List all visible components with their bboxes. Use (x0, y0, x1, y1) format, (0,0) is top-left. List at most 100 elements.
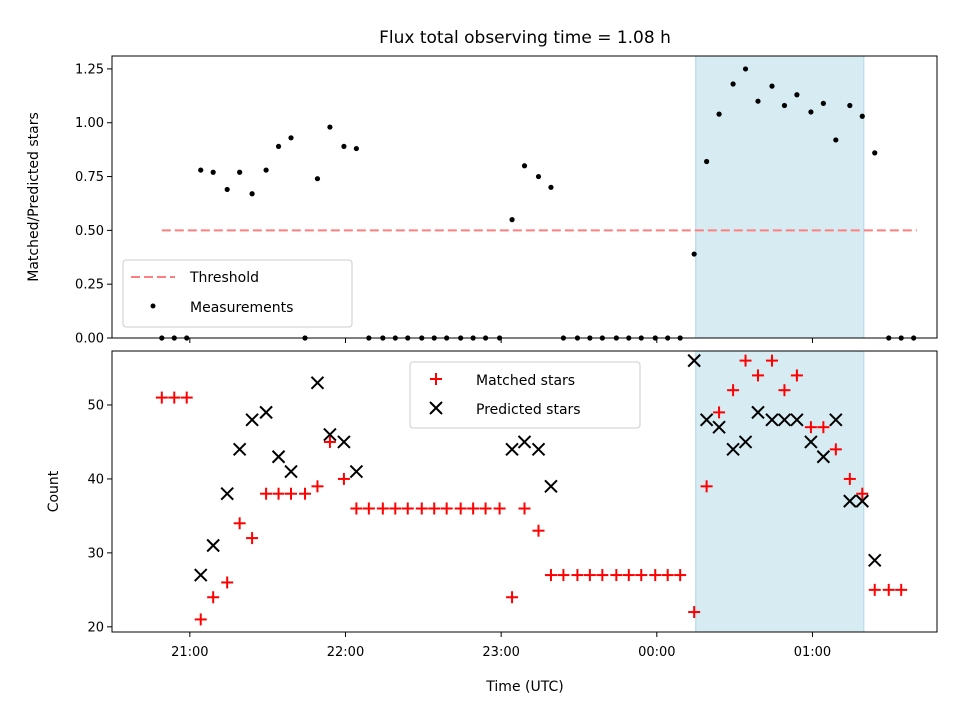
x-tick-label: 21:00 (171, 645, 208, 660)
measurement-point (509, 217, 515, 223)
measurement-point (742, 66, 749, 72)
measurement-point (327, 124, 333, 130)
matched-star-point (221, 576, 234, 589)
measurement-point (716, 111, 722, 117)
measurement-point (341, 143, 347, 150)
predicted-star-point (777, 413, 792, 427)
measurement-point (249, 191, 255, 197)
matched-star-point (557, 569, 570, 582)
predicted-star-point (868, 553, 882, 567)
predicted-star-point (855, 494, 869, 508)
matched-star-point (817, 421, 830, 434)
predicted-star-point (712, 420, 726, 434)
matched-star-point (440, 502, 453, 515)
matched-star-point (622, 569, 635, 582)
matched-star-point (246, 532, 259, 545)
predicted-star-point (349, 464, 364, 479)
predicted-star-point (804, 435, 818, 449)
matched-star-point (804, 421, 817, 434)
matched-star-point (415, 502, 428, 515)
chart-title: Flux total observing time = 1.08 h (379, 28, 671, 48)
top-legend-box (122, 259, 353, 328)
bottom-axes-frame (111, 350, 938, 633)
matched-star-point (285, 487, 298, 500)
x-tick-label: 00:00 (638, 645, 675, 660)
matched-star-point (661, 569, 674, 582)
matched-star-point (635, 569, 648, 582)
matched-star-point (571, 569, 584, 582)
measurement-point (210, 169, 216, 175)
predicted-star-point (310, 376, 325, 390)
matched-star-point (700, 480, 713, 493)
bottom-panel: 20 30 40 50 21:00 22:00 23:00 00:00 01:00 Count… (46, 350, 938, 695)
x-tick-label: 01:00 (794, 645, 831, 660)
legend-predicted-swatch (429, 401, 443, 415)
matched-star-point (766, 354, 778, 367)
predicted-star-point (687, 353, 701, 368)
bottom-legend: Matched stars Predicted stars (409, 361, 641, 429)
measurement-point (314, 176, 321, 182)
matched-star-point (596, 569, 609, 582)
measurement-point (808, 109, 814, 115)
matched-star-point (389, 502, 402, 515)
matched-star-point (583, 569, 596, 582)
predicted-star-point (337, 435, 351, 449)
predicted-star-point (517, 435, 532, 449)
legend-matched-label: Matched stars (476, 373, 575, 389)
predicted-star-point (816, 450, 831, 464)
matched-star-point (610, 569, 623, 582)
bottom-x-ticks: 21:00 22:00 23:00 00:00 01:00 (171, 632, 831, 660)
matched-star-point (493, 502, 506, 515)
top-legend: Threshold Measurements (122, 259, 353, 328)
legend-measurements-swatch (150, 303, 156, 309)
measurement-point (859, 113, 865, 119)
measurement-point (872, 150, 878, 156)
matched-star-point (751, 369, 764, 382)
matched-star-point (337, 472, 350, 485)
x-axis-label: Time (UTC) (485, 679, 563, 695)
measurement-point (224, 186, 230, 193)
predicted-star-point (738, 435, 753, 449)
matched-star-point (376, 502, 389, 515)
matched-star-point (778, 384, 791, 397)
measurement-point (794, 92, 800, 98)
matched-star-point (649, 569, 662, 582)
measurement-point (755, 98, 761, 104)
matched-star-point (207, 591, 220, 604)
top-axes-frame (111, 55, 938, 339)
top-y-tick-label: 1.00 (75, 116, 104, 131)
predicted-star-point (699, 413, 714, 427)
measurement-point (288, 135, 294, 141)
measurement-point (548, 184, 554, 190)
predicted-star-point (505, 442, 519, 457)
top-panel: 0.00 0.25 0.50 0.75 1.00 1.25 Matched/Predict… (26, 55, 938, 347)
measurement-point (275, 143, 282, 150)
matched-star-point (260, 487, 273, 500)
matched-star-point (674, 569, 687, 582)
predicted-star-point (245, 413, 259, 427)
matched-star-point (168, 391, 181, 404)
matched-star-point (233, 517, 246, 530)
matched-star-point (843, 472, 856, 485)
matched-star-point (467, 502, 480, 515)
bottom-y-tick-label: 40 (87, 472, 104, 487)
matched-star-point (479, 502, 492, 515)
top-y-tick-label: 1.25 (75, 62, 104, 77)
matched-star-point (882, 583, 895, 596)
top-x-ticks (189, 338, 813, 343)
matched-star-point (868, 583, 881, 596)
legend-measurements-label: Measurements (190, 300, 293, 316)
matched-star-point (323, 435, 336, 448)
top-y-tick-label: 0.50 (75, 224, 104, 239)
predicted-star-point (843, 494, 857, 508)
matched-star-point (311, 480, 324, 493)
matched-star-point (194, 613, 207, 626)
measurement-point (263, 167, 269, 173)
matched-star-point (829, 443, 842, 456)
bottom-y-tick-label: 50 (87, 398, 104, 413)
predicted-star-point (284, 464, 298, 479)
measurement-point (769, 83, 775, 89)
top-shaded-span (695, 55, 865, 339)
bottom-shaded-span (695, 350, 865, 633)
count-points (155, 353, 908, 626)
